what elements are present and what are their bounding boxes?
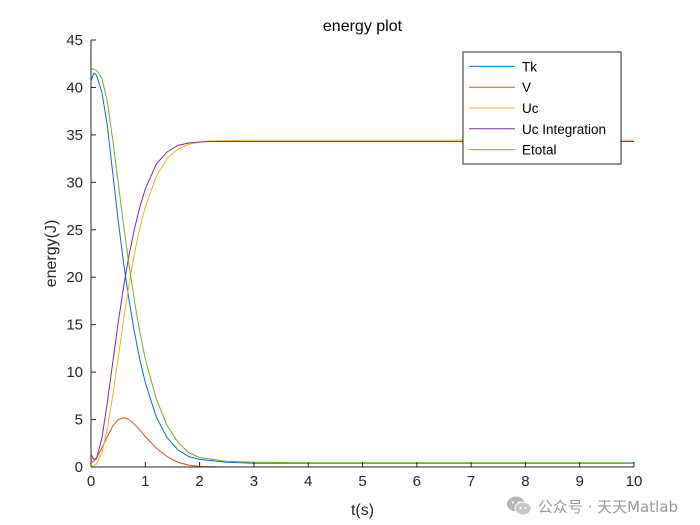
- y-axis-label: energy(J): [43, 220, 60, 288]
- x-tick-label: 7: [467, 473, 475, 490]
- series-line-etotal: [90, 67, 634, 464]
- legend-label: Etotal: [522, 143, 557, 158]
- chart-title: energy plot: [323, 18, 403, 35]
- y-tick-label: 15: [66, 317, 83, 334]
- x-tick-label: 3: [250, 473, 258, 490]
- watermark-text: 公众号 · 天天Matlab: [537, 497, 678, 516]
- y-tick-label: 20: [66, 269, 83, 286]
- series-line-tk: [90, 72, 634, 464]
- y-tick-label: 30: [66, 174, 83, 191]
- x-tick-label: 4: [304, 473, 312, 490]
- series-line-uc: [90, 139, 634, 468]
- legend-label: Uc: [522, 101, 539, 116]
- x-axis-label: t(s): [351, 502, 374, 519]
- y-tick-label: 0: [75, 459, 83, 476]
- x-tick-label: 9: [576, 473, 584, 490]
- y-tick-label: 25: [66, 222, 83, 239]
- y-tick-label: 40: [66, 79, 83, 96]
- x-tick-label: 1: [141, 473, 149, 490]
- x-tick-label: 8: [521, 473, 529, 490]
- x-tick-label: 2: [195, 473, 203, 490]
- y-tick-label: 5: [75, 412, 83, 429]
- legend-label: V: [522, 80, 531, 95]
- y-tick-label: 35: [66, 127, 83, 144]
- legend-label: Uc Integration: [522, 122, 606, 137]
- series-line-uc-integration: [90, 141, 634, 461]
- plot-lines: [90, 67, 634, 468]
- y-tick-label: 10: [66, 364, 83, 381]
- legend-label: Tk: [522, 59, 537, 74]
- x-tick-label: 0: [87, 473, 95, 490]
- x-tick-label: 10: [626, 473, 643, 490]
- x-tick-label: 5: [358, 473, 366, 490]
- y-tick-label: 45: [66, 32, 83, 49]
- x-tick-label: 6: [413, 473, 421, 490]
- legend: Tk V Uc Uc Integration Etotal: [462, 51, 622, 165]
- watermark: 公众号 · 天天Matlab: [506, 495, 678, 517]
- wechat-icon: [506, 496, 532, 516]
